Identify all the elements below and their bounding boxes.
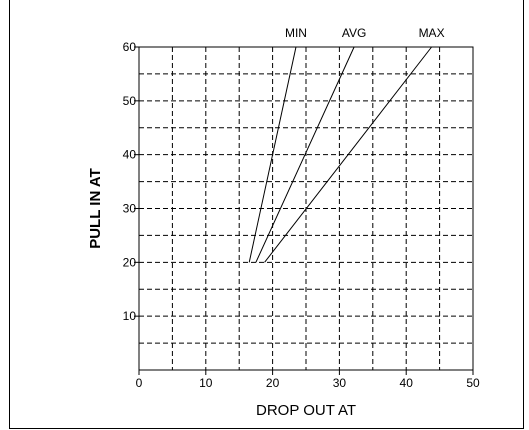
series-label-max: MAX <box>419 26 445 40</box>
x-tick-label: 40 <box>400 376 414 390</box>
y-tick-label: 20 <box>123 255 137 269</box>
y-tick-label: 60 <box>123 40 137 54</box>
y-tick-label: 40 <box>123 148 137 162</box>
y-tick-label: 50 <box>123 94 137 108</box>
y-tick-label: 10 <box>123 309 137 323</box>
x-tick-label: 50 <box>466 376 480 390</box>
y-axis-title: PULL IN AT <box>87 168 104 249</box>
x-tick-label: 10 <box>199 376 213 390</box>
x-axis-title: DROP OUT AT <box>256 402 356 419</box>
y-tick-label: 30 <box>123 202 137 216</box>
chart-labels: MIN AVG MAX <box>285 26 445 40</box>
series-label-min: MIN <box>285 26 307 40</box>
x-tick-label: 20 <box>266 376 280 390</box>
x-tick-label: 30 <box>333 376 347 390</box>
series-label-avg: AVG <box>342 26 366 40</box>
x-tick-label: 0 <box>136 376 143 390</box>
